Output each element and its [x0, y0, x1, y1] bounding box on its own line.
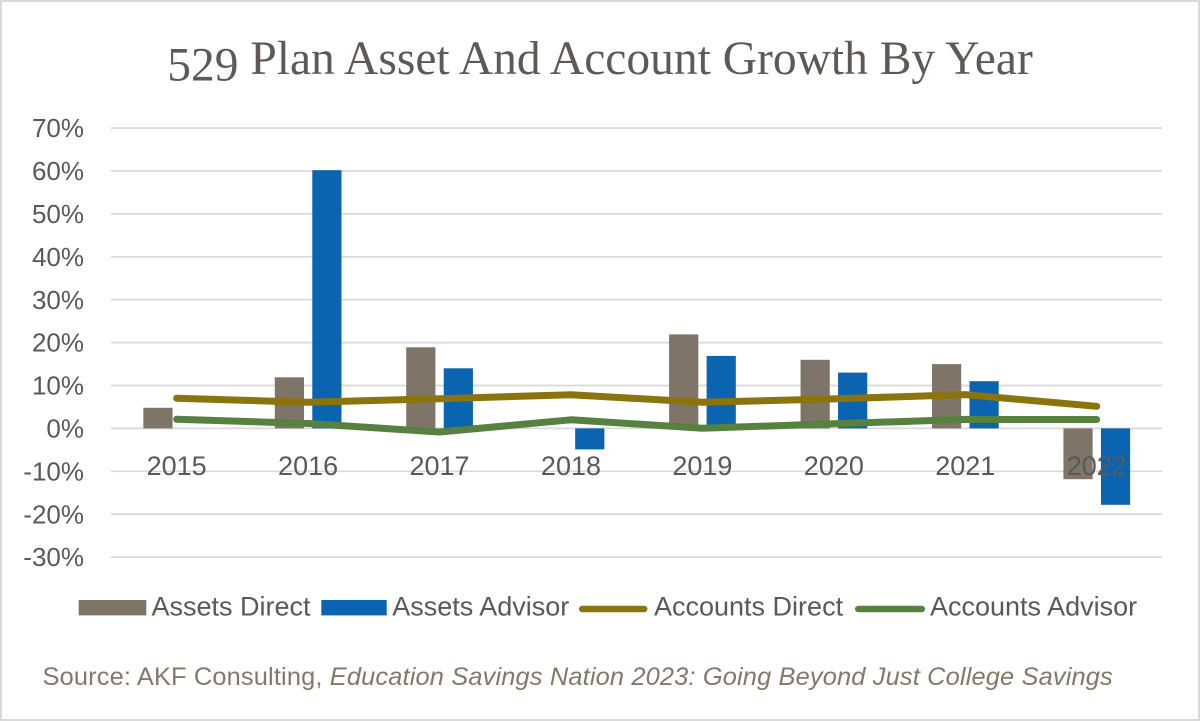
- svg-text:-30%: -30%: [23, 542, 84, 572]
- svg-text:40%: 40%: [32, 242, 84, 272]
- svg-text:50%: 50%: [32, 199, 84, 229]
- svg-text:2018: 2018: [541, 451, 601, 481]
- svg-text:20%: 20%: [32, 328, 84, 358]
- svg-text:60%: 60%: [32, 156, 84, 186]
- svg-text:30%: 30%: [32, 285, 84, 315]
- svg-text:-20%: -20%: [23, 499, 84, 529]
- svg-text:-10%: -10%: [23, 456, 84, 486]
- svg-text:529 Plan Asset And Account Gro: 529 Plan Asset And Account Growth By Yea…: [167, 33, 1033, 92]
- svg-text:0%: 0%: [46, 414, 84, 444]
- svg-text:Source: AKF Consulting, Educat: Source: AKF Consulting, Education Saving…: [43, 663, 1114, 691]
- svg-text:2017: 2017: [409, 451, 469, 481]
- svg-text:2019: 2019: [672, 451, 732, 481]
- svg-text:Assets Advisor: Assets Advisor: [392, 591, 569, 621]
- svg-text:Accounts Advisor: Accounts Advisor: [930, 591, 1137, 621]
- svg-text:2020: 2020: [804, 451, 864, 481]
- svg-text:Accounts Direct: Accounts Direct: [654, 591, 844, 621]
- svg-text:70%: 70%: [32, 113, 84, 143]
- svg-text:2016: 2016: [278, 451, 338, 481]
- svg-text:2022: 2022: [1067, 451, 1127, 481]
- svg-text:2015: 2015: [147, 451, 207, 481]
- svg-text:2021: 2021: [935, 451, 995, 481]
- svg-text:Assets Direct: Assets Direct: [152, 591, 312, 621]
- svg-text:10%: 10%: [32, 371, 84, 401]
